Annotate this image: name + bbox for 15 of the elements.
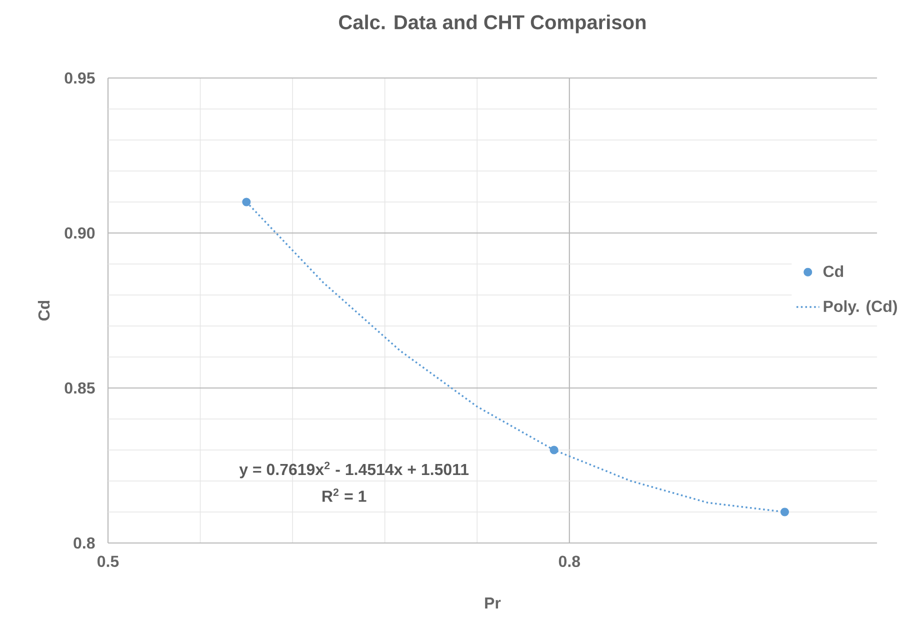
y-tick-label: 0.8 — [74, 537, 95, 549]
chart-title: Calc. Data and CHT Comparison — [339, 14, 646, 34]
x-tick-label: 0.5 — [98, 556, 119, 568]
y-tick-label: 0.95 — [64, 72, 95, 84]
annotation: R$^{2}$ = 1 — [322, 488, 366, 502]
y-tick-label: 0.90 — [64, 227, 95, 239]
point — [550, 446, 558, 454]
x-axis-title: Pr — [485, 598, 501, 609]
legend-label: Cd — [823, 265, 844, 278]
point — [242, 198, 251, 206]
y-axis-title: Cd — [38, 300, 50, 321]
legend-label: Poly. (Cd) — [824, 300, 897, 316]
y-tick-label: 0.85 — [64, 382, 95, 394]
annotation: y = 0.7619x$^{2}$ - 1.4514x + 1.5011 — [239, 462, 469, 478]
point — [780, 508, 789, 516]
